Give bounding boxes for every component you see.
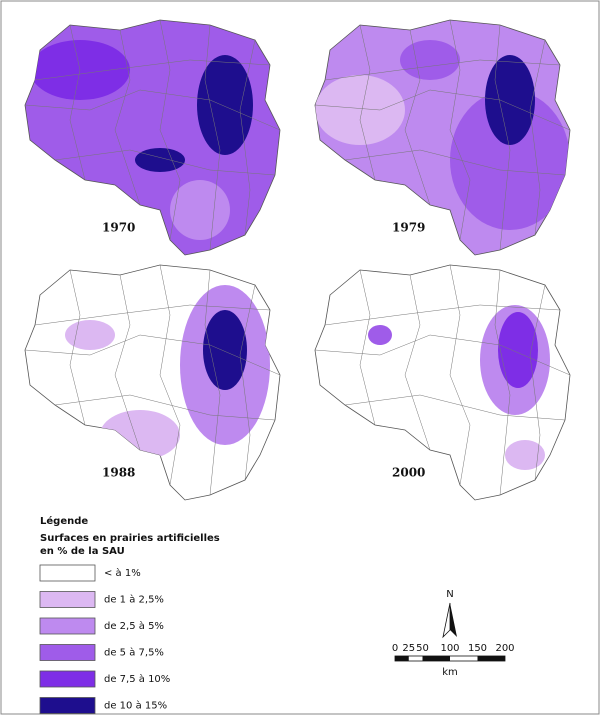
- legend-swatch: [39, 697, 96, 714]
- legend-title: en % de la SAU: [40, 546, 125, 557]
- map-1970: 1970: [24, 19, 281, 256]
- legend-swatch: [39, 617, 96, 635]
- legend-swatch: [39, 670, 96, 688]
- legend-swatch: [39, 564, 96, 582]
- map-1979: 1979: [314, 19, 571, 256]
- map-1988: 1988: [24, 264, 281, 501]
- map-2000: 2000: [314, 264, 571, 501]
- scale-tick-label: 150: [468, 643, 487, 654]
- legend-label: de 5 à 7,5%: [104, 647, 164, 659]
- legend-label: de 10 à 15%: [104, 700, 167, 712]
- north-arrow: N: [442, 589, 457, 639]
- map-year: 1970: [102, 221, 135, 235]
- legend-swatch: [39, 591, 96, 608]
- legend-label: < à 1%: [104, 567, 141, 579]
- legend-swatch: [39, 644, 96, 661]
- scale-tick-label: 100: [440, 643, 459, 654]
- scale-unit: km: [442, 667, 458, 678]
- scale-tick-label: 0: [392, 643, 398, 654]
- scale-tick-label: 50: [416, 643, 429, 654]
- map-year: 1979: [392, 221, 425, 235]
- map-year: 2000: [392, 466, 425, 480]
- scale-tick-label: 25: [402, 643, 415, 654]
- scale-tick-label: 200: [495, 643, 514, 654]
- legend: < à 1% de 1 à 2,5% de 2,5 à 5% de 5 à 7,5% d…: [39, 564, 170, 714]
- north-label: N: [446, 589, 453, 600]
- legend-heading: Légende: [40, 515, 88, 527]
- legend-label: de 2,5 à 5%: [104, 620, 164, 632]
- scale-bar: 0 25 50 100 150 200 km: [392, 643, 515, 678]
- legend-title: Surfaces en prairies artificielles: [40, 533, 220, 544]
- legend-label: de 1 à 2,5%: [104, 594, 164, 606]
- map-year: 1988: [102, 466, 135, 480]
- legend-label: de 7,5 à 10%: [104, 673, 170, 685]
